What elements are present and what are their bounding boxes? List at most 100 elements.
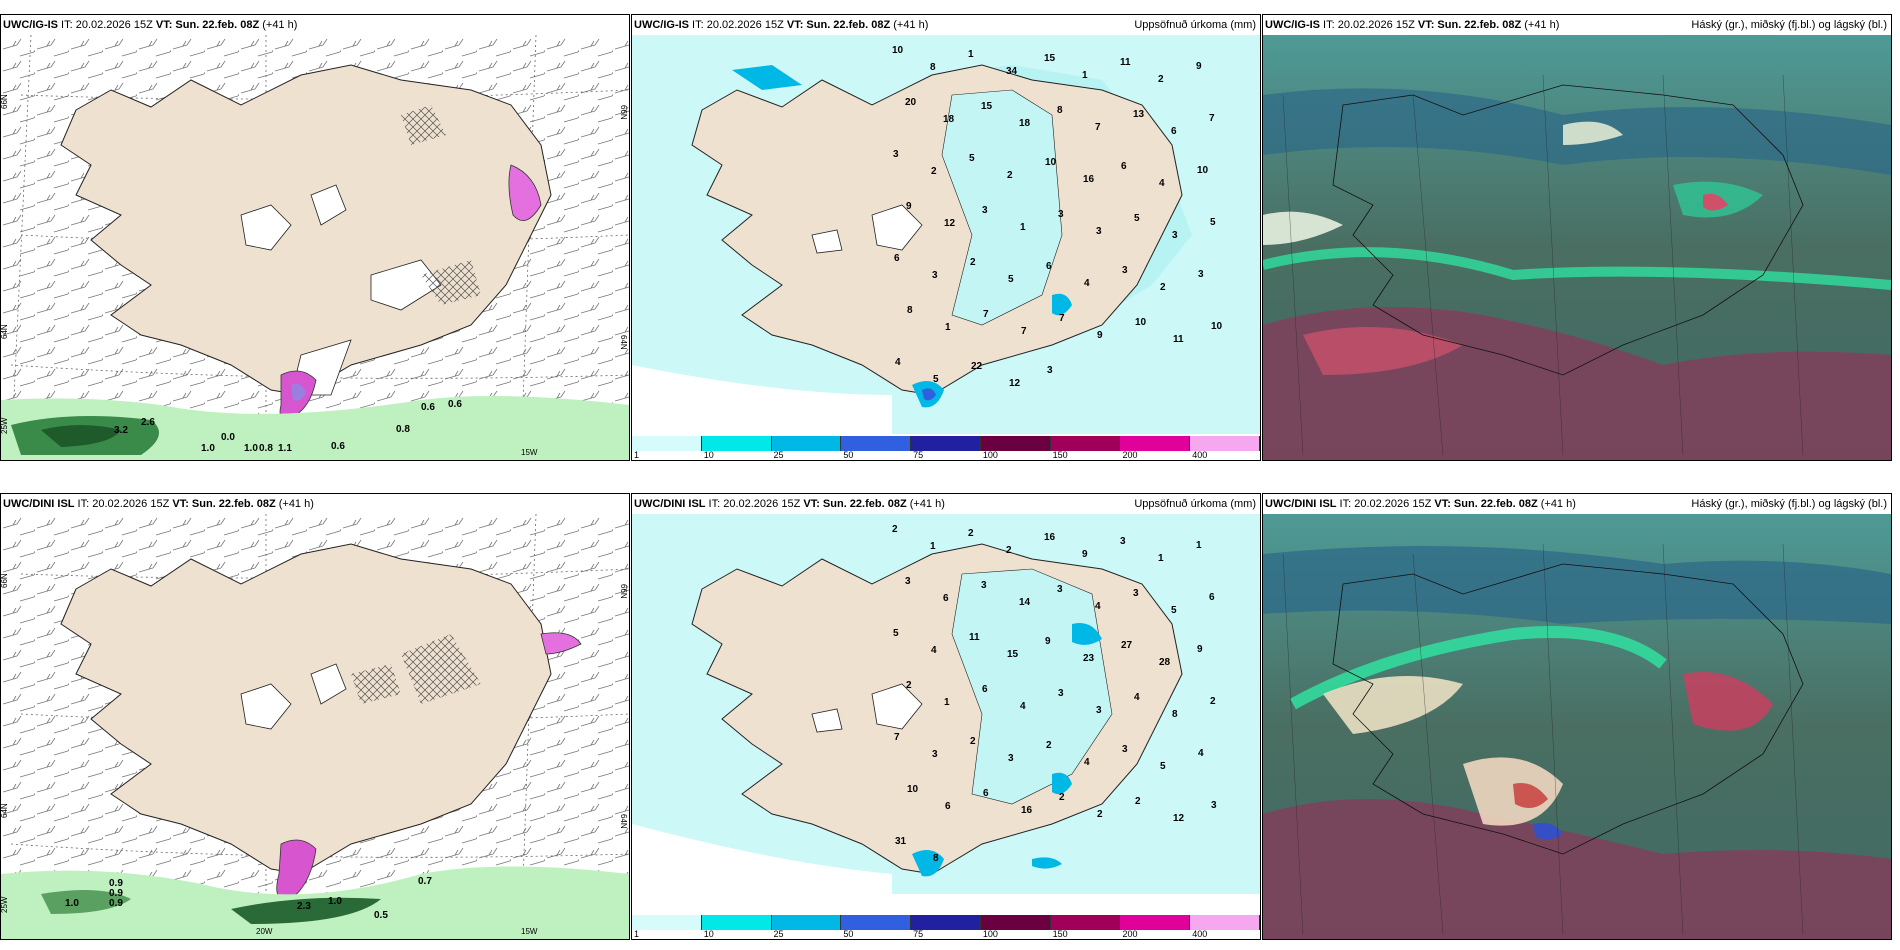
station-value: 8 bbox=[907, 305, 913, 316]
station-value: 9 bbox=[1082, 549, 1088, 560]
legend-swatch bbox=[980, 915, 1051, 930]
station-value: 11 bbox=[1173, 334, 1184, 345]
station-value: 1 bbox=[1158, 553, 1164, 564]
station-value: 10 bbox=[892, 45, 904, 56]
station-value: 2 bbox=[1097, 809, 1103, 820]
station-value: 18 bbox=[943, 114, 955, 125]
lat-label: 64N bbox=[619, 335, 628, 350]
legend-tick: 1 bbox=[634, 929, 640, 939]
legend-swatch bbox=[771, 915, 842, 930]
station-value: 4 bbox=[895, 357, 901, 368]
station-value: 2 bbox=[1135, 796, 1141, 807]
station-value: 34 bbox=[1006, 66, 1018, 77]
lat-label: 64N bbox=[619, 814, 628, 829]
station-value: 3 bbox=[1008, 753, 1014, 764]
legend-swatch bbox=[1190, 915, 1260, 930]
cloud-map bbox=[1263, 514, 1891, 939]
station-value: 16 bbox=[1021, 805, 1033, 816]
legend-swatch bbox=[701, 436, 772, 451]
legend-tick: 400 bbox=[1192, 929, 1208, 939]
lon-label: 25W bbox=[1, 417, 9, 434]
station-value: 6 bbox=[1046, 261, 1052, 272]
station-value: 9 bbox=[1045, 636, 1051, 647]
station-value: 7 bbox=[1209, 113, 1215, 124]
lon-label: 15W bbox=[521, 448, 538, 457]
precip-map: 2122169311363143435654111592327289216433… bbox=[632, 514, 1260, 939]
value-label: 0.9 bbox=[109, 888, 123, 899]
station-value: 5 bbox=[1210, 217, 1216, 228]
station-value: 1 bbox=[930, 541, 936, 552]
station-value: 1 bbox=[945, 322, 951, 333]
station-value: 1 bbox=[968, 49, 974, 60]
station-value: 1 bbox=[1020, 222, 1026, 233]
value-label: 1.0 bbox=[201, 443, 215, 454]
station-value: 3 bbox=[1058, 209, 1064, 220]
panel-dini-precip: UWC/DINI ISL IT: 20.02.2026 15Z VT: Sun.… bbox=[631, 493, 1261, 940]
station-value: 10 bbox=[907, 784, 919, 795]
station-value: 3 bbox=[1172, 230, 1178, 241]
lat-label: 66N bbox=[619, 584, 628, 599]
station-value: 3 bbox=[932, 270, 938, 281]
value-label: 0.9 bbox=[109, 898, 123, 909]
panel-igis-clouds: UWC/IG-IS IT: 20.02.2026 15Z VT: Sun. 22… bbox=[1262, 14, 1892, 461]
station-value: 3 bbox=[981, 580, 987, 591]
station-value: 9 bbox=[1097, 330, 1103, 341]
legend-tick: 50 bbox=[843, 450, 854, 460]
station-value: 1 bbox=[944, 697, 950, 708]
value-label: 0.5 bbox=[374, 910, 388, 921]
panel-header: UWC/DINI ISL IT: 20.02.2026 15Z VT: Sun.… bbox=[3, 498, 314, 510]
station-value: 16 bbox=[1044, 532, 1056, 543]
legend-tick: 10 bbox=[703, 450, 714, 460]
legend-swatch bbox=[841, 436, 912, 451]
station-value: 15 bbox=[981, 101, 993, 112]
panel-header: UWC/IG-IS IT: 20.02.2026 15Z VT: Sun. 22… bbox=[3, 19, 298, 31]
panel-igis-wind: UWC/IG-IS IT: 20.02.2026 15Z VT: Sun. 22… bbox=[0, 14, 630, 461]
station-value: 6 bbox=[1209, 592, 1215, 603]
value-label: 1.0 bbox=[65, 898, 79, 909]
station-value: 2 bbox=[968, 528, 974, 539]
station-value: 2 bbox=[1210, 696, 1216, 707]
station-value: 3 bbox=[1211, 800, 1217, 811]
station-value: 2 bbox=[1160, 282, 1166, 293]
station-value: 4 bbox=[1020, 701, 1026, 712]
station-value: 4 bbox=[1198, 748, 1204, 759]
station-value: 22 bbox=[971, 361, 983, 372]
station-value: 15 bbox=[1007, 649, 1019, 660]
station-value: 6 bbox=[1171, 126, 1177, 137]
station-value: 5 bbox=[1171, 605, 1177, 616]
station-value: 3 bbox=[1096, 226, 1102, 237]
station-value: 3 bbox=[1133, 588, 1139, 599]
station-value: 3 bbox=[905, 576, 911, 587]
station-value: 5 bbox=[1008, 274, 1014, 285]
value-label: 1.0 bbox=[244, 443, 258, 454]
precip-map: 1081341511129201815188713673252101664109… bbox=[632, 35, 1260, 460]
station-value: 4 bbox=[1159, 178, 1165, 189]
legend-swatch bbox=[632, 915, 702, 930]
station-value: 2 bbox=[906, 680, 912, 691]
station-value: 4 bbox=[1095, 601, 1101, 612]
station-value: 2 bbox=[1007, 170, 1013, 181]
station-value: 13 bbox=[1133, 109, 1145, 120]
value-label: 0.6 bbox=[421, 402, 435, 413]
legend-tick: 150 bbox=[1052, 450, 1068, 460]
legend-tick: 400 bbox=[1192, 450, 1208, 460]
legend-swatch bbox=[771, 436, 842, 451]
legend-swatch bbox=[1120, 915, 1191, 930]
value-label: 0.8 bbox=[259, 443, 273, 454]
station-value: 7 bbox=[1095, 122, 1101, 133]
value-label: 3.2 bbox=[114, 425, 128, 436]
value-label: 2.6 bbox=[141, 417, 155, 428]
station-value: 8 bbox=[1057, 105, 1063, 116]
station-value: 10 bbox=[1045, 157, 1057, 168]
station-value: 3 bbox=[1058, 688, 1064, 699]
station-value: 3 bbox=[1122, 265, 1128, 276]
station-value: 6 bbox=[983, 788, 989, 799]
value-label: 1.1 bbox=[278, 443, 292, 454]
station-value: 9 bbox=[906, 201, 912, 212]
panel-header: UWC/IG-IS IT: 20.02.2026 15Z VT: Sun. 22… bbox=[634, 19, 929, 31]
station-value: 4 bbox=[1084, 757, 1090, 768]
wind-map: 2.6 3.2 0.6 0.6 0.8 0.6 1.0 1.0 0.0 1.1 … bbox=[1, 35, 629, 460]
legend-swatch bbox=[1120, 436, 1191, 451]
station-value: 5 bbox=[893, 628, 899, 639]
station-value: 3 bbox=[1096, 705, 1102, 716]
